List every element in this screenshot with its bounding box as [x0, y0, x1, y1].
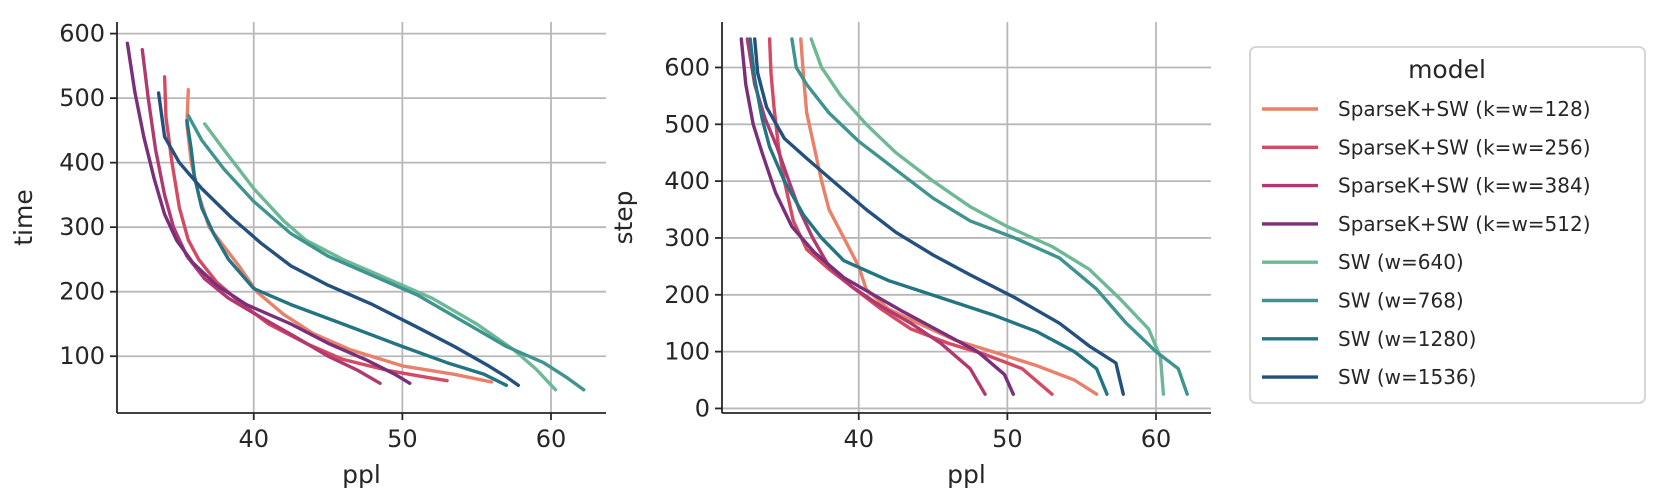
legend-entry-sparsek-sw-k-w-512: SparseK+SW (k=w=512)	[1262, 212, 1591, 236]
legend-label: SparseK+SW (k=w=384)	[1338, 174, 1591, 198]
legend-entries: SparseK+SW (k=w=128) SparseK+SW (k=w=256)…	[1262, 97, 1591, 389]
x-tick-label: 50	[992, 425, 1023, 453]
series-line-sw-w-1536	[753, 37, 1125, 396]
series-line-sw-w-768	[790, 37, 1189, 396]
y-tick-label: 200	[59, 278, 105, 306]
series-line-sparsek-sw-k-w-384	[140, 48, 382, 385]
series-line-sparsek-sw-k-w-128	[799, 37, 1099, 396]
legend-entry-sw-w-640: SW (w=640)	[1262, 250, 1464, 274]
y-tick-label: 400	[664, 167, 710, 195]
y-tick-label: 300	[59, 213, 105, 241]
legend-label: SW (w=768)	[1338, 289, 1464, 313]
legend-label: SW (w=1536)	[1338, 365, 1476, 389]
legend-label: SparseK+SW (k=w=256)	[1338, 135, 1591, 159]
series-line-sw-w-1280	[748, 37, 1109, 396]
y-tick-label: 500	[664, 110, 710, 138]
y-axis-label: time	[9, 189, 38, 245]
series-line-sw-w-640	[203, 122, 558, 392]
series-line-sparsek-sw-k-w-384	[745, 37, 987, 396]
legend-entry-sparsek-sw-k-w-256: SparseK+SW (k=w=256)	[1262, 135, 1591, 159]
legend-entry-sparsek-sw-k-w-128: SparseK+SW (k=w=128)	[1262, 97, 1591, 121]
x-axis-label: ppl	[342, 460, 381, 489]
series-line-sw-w-768	[186, 113, 586, 392]
legend-entry-sparsek-sw-k-w-384: SparseK+SW (k=w=384)	[1262, 174, 1591, 198]
legend-frame	[1249, 46, 1646, 404]
y-tick-label: 600	[664, 53, 710, 81]
series-line-sw-w-1280	[185, 119, 509, 387]
y-tick-label: 100	[664, 338, 710, 366]
legend-label: SparseK+SW (k=w=512)	[1338, 212, 1591, 236]
x-tick-label: 40	[843, 425, 874, 453]
series-line-sw-w-1536	[156, 91, 520, 387]
legend-entry-sw-w-1280: SW (w=1280)	[1262, 327, 1476, 351]
y-tick-label: 100	[59, 342, 105, 370]
x-tick-label: 50	[387, 425, 418, 453]
legend-label: SW (w=640)	[1338, 250, 1464, 274]
y-tick-label: 300	[664, 224, 710, 252]
gridlines	[117, 22, 606, 413]
legend: model SparseK+SW (k=w=128)SparseK+SW (k=…	[1249, 46, 1646, 404]
series-lines	[739, 37, 1189, 396]
y-tick-label: 500	[59, 84, 105, 112]
x-tick-label: 40	[238, 425, 269, 453]
legend-title: model	[1408, 55, 1486, 84]
legend-entry-sw-w-768: SW (w=768)	[1262, 289, 1464, 313]
y-tick-label: 0	[695, 394, 710, 422]
series-line-sparsek-sw-k-w-128	[185, 88, 494, 384]
y-tick-label: 600	[59, 20, 105, 48]
y-tick-label: 200	[664, 281, 710, 309]
time-vs-ppl-chart: 40 50 60 100 200 300 400 500 600 ppl time	[9, 20, 606, 489]
series-line-sparsek-sw-k-w-512	[125, 41, 412, 385]
x-tick-label: 60	[1141, 425, 1172, 453]
x-axis-label: ppl	[947, 460, 986, 489]
legend-label: SparseK+SW (k=w=128)	[1338, 97, 1591, 121]
legend-entry-sw-w-1536: SW (w=1536)	[1262, 365, 1476, 389]
series-line-sparsek-sw-k-w-256	[162, 75, 449, 383]
y-axis-label: step	[609, 190, 638, 244]
series-line-sw-w-640	[809, 37, 1166, 396]
gridlines	[722, 22, 1211, 413]
legend-label: SW (w=1280)	[1338, 327, 1476, 351]
series-lines	[125, 41, 586, 392]
series-line-sparsek-sw-k-w-512	[739, 37, 1015, 396]
y-tick-label: 400	[59, 149, 105, 177]
x-tick-label: 60	[536, 425, 567, 453]
